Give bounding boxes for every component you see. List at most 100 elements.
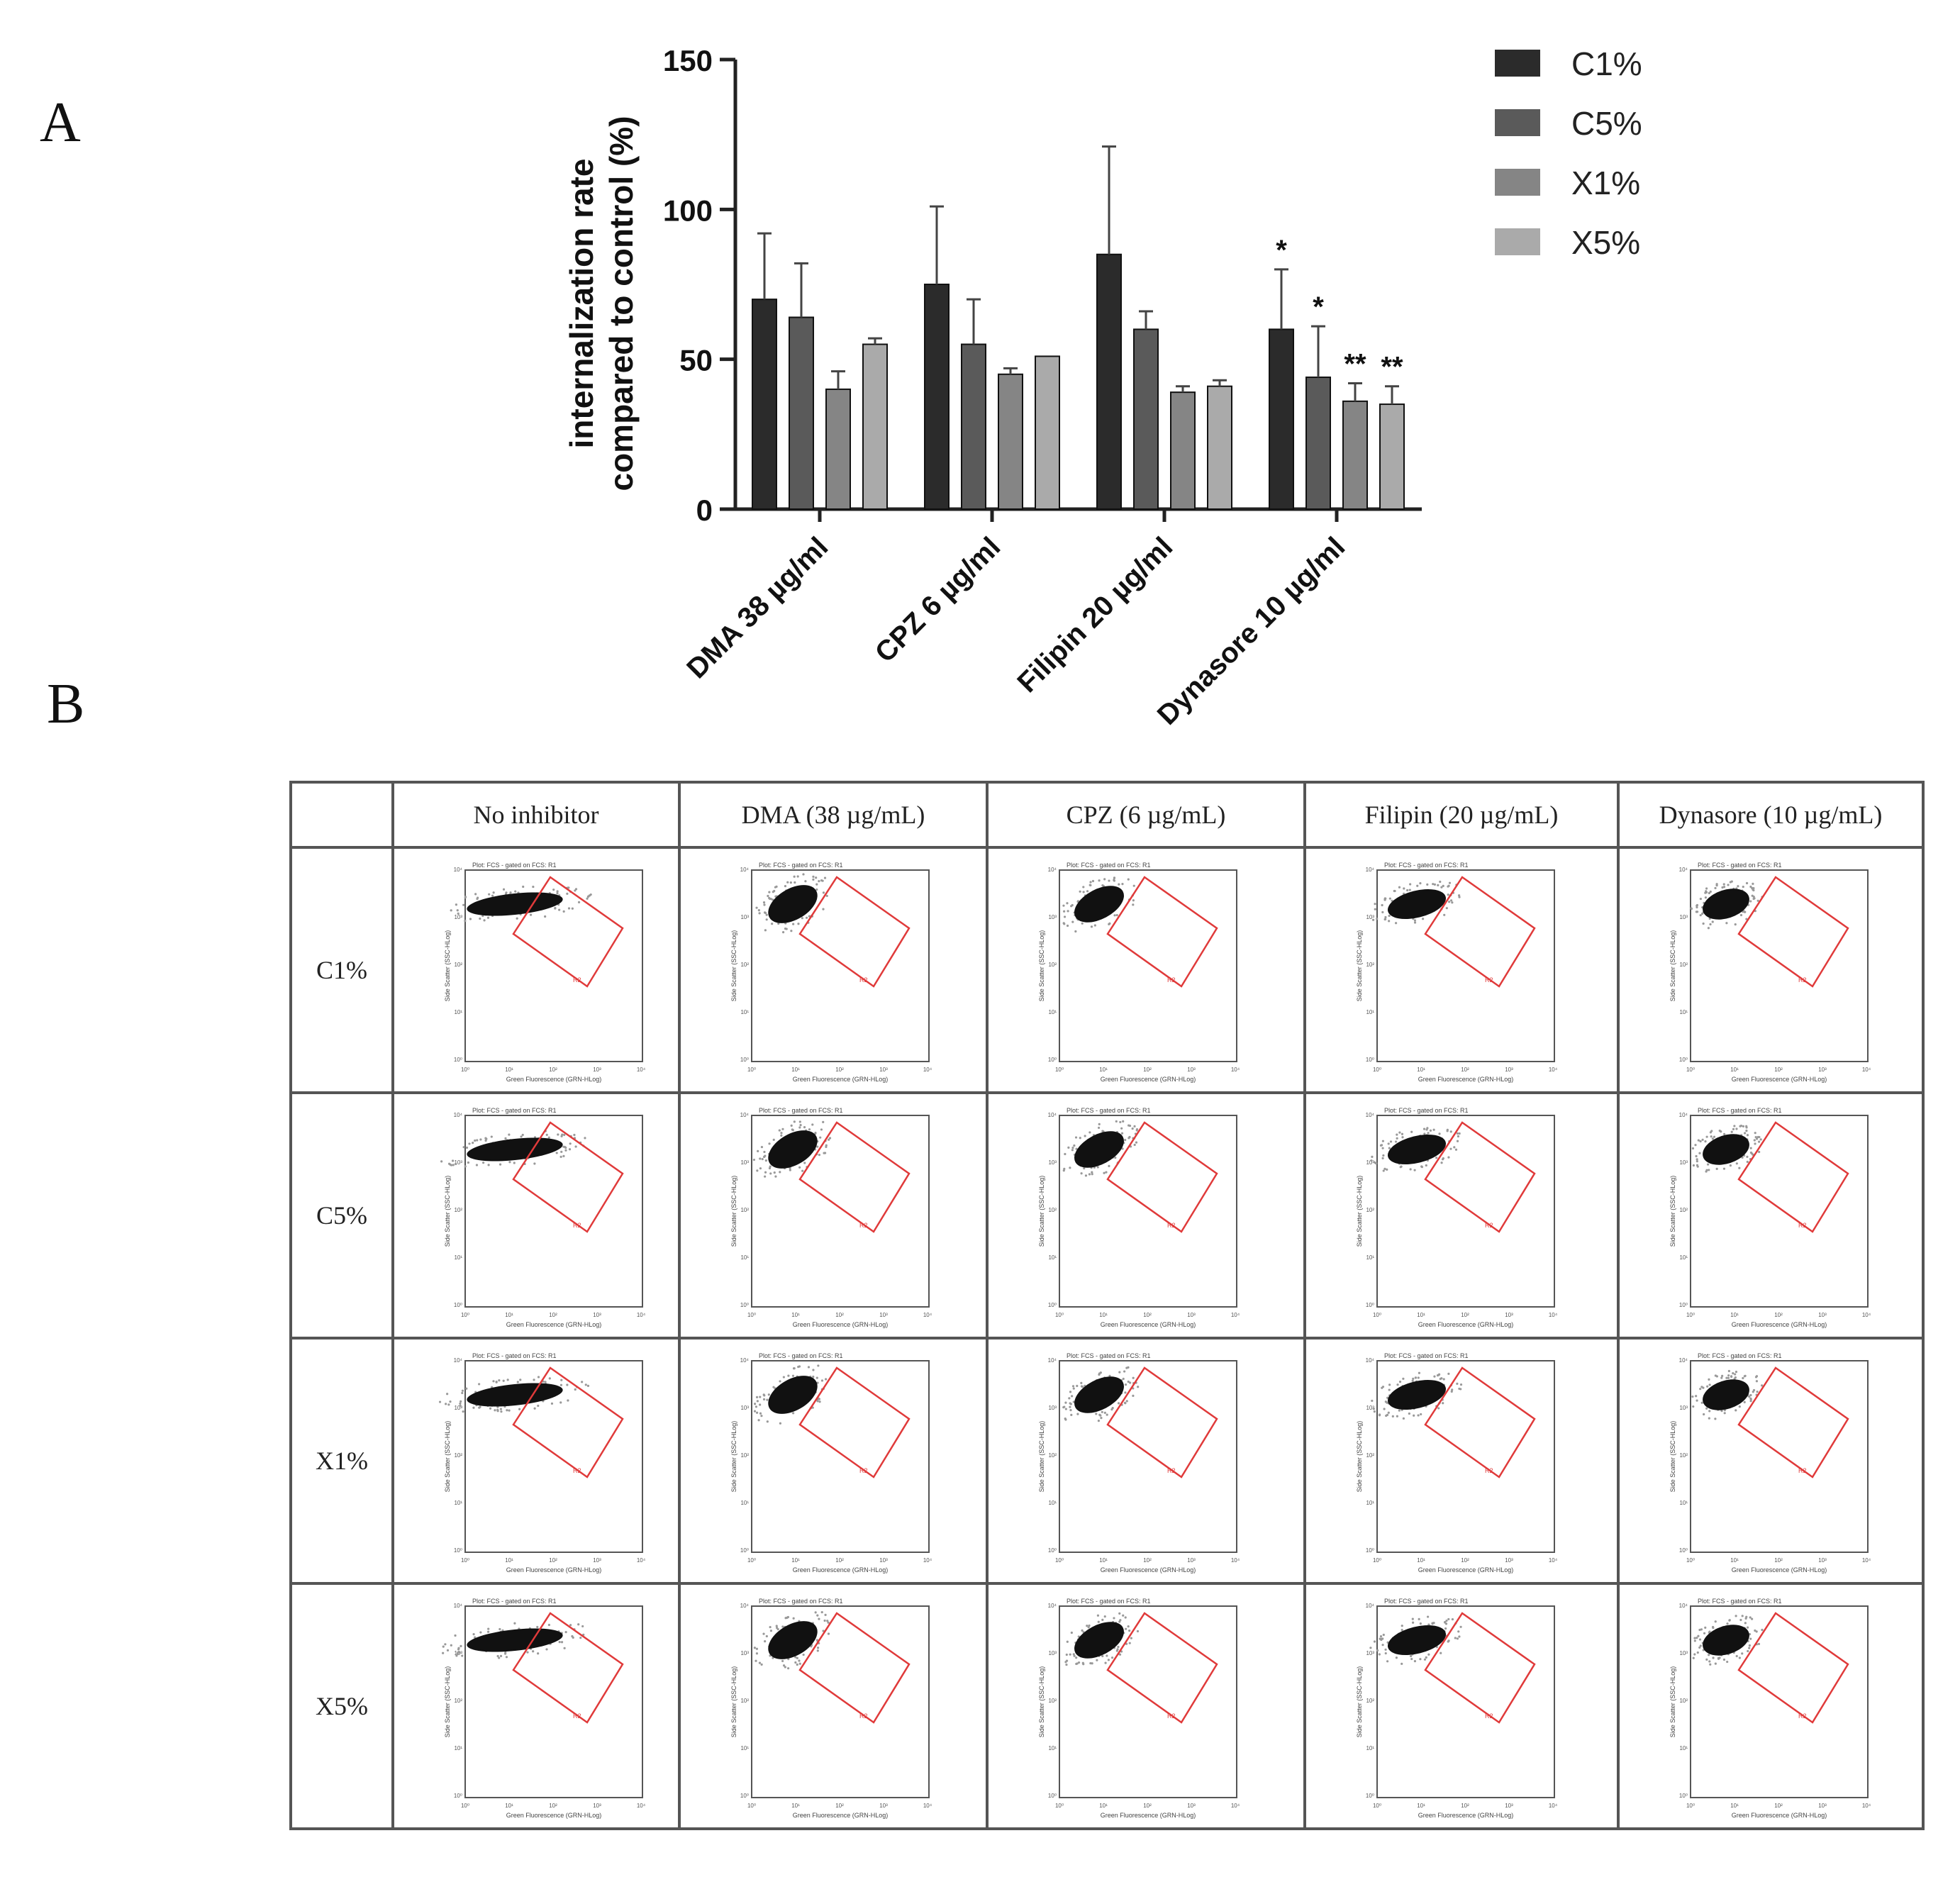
plot-title: Plot: FCS - gated on FCS: R1 (472, 1352, 557, 1359)
event-dot (1753, 1139, 1756, 1142)
event-dot (801, 1169, 804, 1172)
event-dot (1412, 1377, 1415, 1380)
event-dot (1454, 1637, 1457, 1639)
event-dot (1705, 1407, 1708, 1410)
event-dot (763, 1150, 766, 1154)
event-dot (1413, 1660, 1417, 1663)
plot-x-tick: 10⁰ (1055, 1066, 1064, 1073)
event-dot (479, 1138, 482, 1141)
event-dot (1110, 1656, 1114, 1659)
event-dot (768, 1142, 771, 1145)
plot-y-tick: 10⁴ (1679, 867, 1688, 873)
event-dot (1083, 1166, 1086, 1170)
event-dot (499, 1163, 502, 1166)
event-dot (794, 881, 796, 884)
event-dot (1438, 1132, 1441, 1135)
event-dot (1391, 1415, 1394, 1418)
event-dot (1071, 1149, 1074, 1152)
event-dot (566, 1383, 569, 1386)
event-dot (1442, 1378, 1445, 1381)
plot-frame (1690, 1605, 1869, 1798)
plot-x-tick: 10⁰ (1373, 1557, 1381, 1564)
gate-region (1424, 876, 1536, 988)
event-dot (825, 894, 828, 898)
scatter-plot: Plot: FCS - gated on FCS: R1 Green Fluore… (442, 1598, 646, 1819)
plot-cell: Plot: FCS - gated on FCS: R1 Green Fluore… (1617, 1091, 1925, 1339)
event-cluster (1387, 889, 1447, 920)
event-dot (442, 1652, 445, 1654)
event-dot (784, 885, 787, 888)
event-dot (1745, 1130, 1748, 1132)
event-dot (1418, 1617, 1420, 1620)
event-dot (793, 875, 796, 878)
event-dot (1086, 1625, 1088, 1627)
gate-label: R2 (859, 976, 868, 984)
event-dot (1758, 1150, 1761, 1154)
event-dot (1101, 1618, 1104, 1621)
event-dot (1694, 1144, 1697, 1147)
event-dot (1069, 1166, 1071, 1169)
event-dot (1449, 899, 1453, 902)
event-dot (808, 1128, 811, 1131)
plot-y-tick: 10⁴ (454, 1603, 463, 1609)
col-header: DMA (38 µg/mL) (678, 781, 989, 849)
plot-title: Plot: FCS - gated on FCS: R1 (1067, 1352, 1151, 1359)
plot-y-tick: 10⁴ (1679, 1357, 1688, 1364)
event-dot (1379, 1144, 1383, 1147)
event-dot (1703, 1632, 1706, 1634)
y-axis-title-line1: internalization rate (563, 159, 600, 449)
gate-region (1424, 1366, 1536, 1478)
event-dot (522, 885, 525, 889)
event-dot (476, 1139, 479, 1142)
plot-x-tick: 10³ (1187, 1066, 1196, 1073)
plot-x-label: Green Fluorescence (GRN-HLog) (1732, 1812, 1827, 1819)
plot-y-tick: 10³ (740, 914, 749, 920)
event-dot (1444, 1627, 1447, 1630)
gate-region (512, 1366, 624, 1478)
event-dot (464, 896, 467, 899)
event-dot (1432, 883, 1435, 886)
event-dot (1735, 1371, 1738, 1374)
plot-y-label: Side Scatter (SSC-HLog) (444, 1421, 451, 1493)
x-tick-label: CPZ 6 µg/ml (869, 531, 1007, 669)
event-dot (1101, 1130, 1104, 1132)
event-dot (1692, 1656, 1695, 1659)
flow-cytometry-table: No inhibitor DMA (38 µg/mL) CPZ (6 µg/mL… (289, 781, 1925, 1830)
plot-y-tick: 10⁰ (1679, 1057, 1688, 1063)
plot-x-label: Green Fluorescence (GRN-HLog) (1101, 1566, 1196, 1574)
row-header: X5% (289, 1582, 394, 1830)
legend-swatch (1495, 169, 1540, 196)
event-dot (772, 1138, 775, 1141)
event-dot (1070, 1413, 1073, 1416)
event-dot (760, 1415, 763, 1418)
event-dot (1402, 1417, 1405, 1420)
plot-x-tick: 10¹ (505, 1066, 513, 1073)
event-dot (1426, 883, 1429, 886)
plot-title: Plot: FCS - gated on FCS: R1 (1384, 1107, 1469, 1114)
plot-frame (1690, 1115, 1869, 1308)
gate-region (1737, 1612, 1849, 1724)
event-dot (478, 1383, 481, 1386)
event-dot (552, 889, 555, 891)
plot-y-tick: 10¹ (1048, 1745, 1057, 1751)
plot-frame (464, 1115, 643, 1308)
plot-y-label: Side Scatter (SSC-HLog) (444, 930, 451, 1002)
event-dot (532, 885, 535, 889)
event-dot (1457, 894, 1461, 897)
event-dot (1715, 1167, 1718, 1170)
event-dot (1130, 1637, 1132, 1639)
plot-cell: Plot: FCS - gated on FCS: R1 Green Fluore… (986, 1582, 1306, 1830)
event-dot (1727, 1374, 1730, 1377)
event-cluster (1387, 1625, 1447, 1656)
plot-x-tick: 10¹ (1417, 1066, 1425, 1073)
plot-y-tick: 10² (1048, 1698, 1057, 1704)
event-dot (763, 903, 766, 906)
event-dot (1082, 1663, 1085, 1666)
event-dot (1708, 1410, 1711, 1413)
event-dot (472, 1142, 474, 1144)
plot-x-tick: 10³ (1187, 1312, 1196, 1318)
event-dot (1732, 1127, 1735, 1131)
event-dot (1079, 890, 1081, 893)
event-dot (1129, 1381, 1132, 1384)
event-dot (1738, 1656, 1741, 1659)
